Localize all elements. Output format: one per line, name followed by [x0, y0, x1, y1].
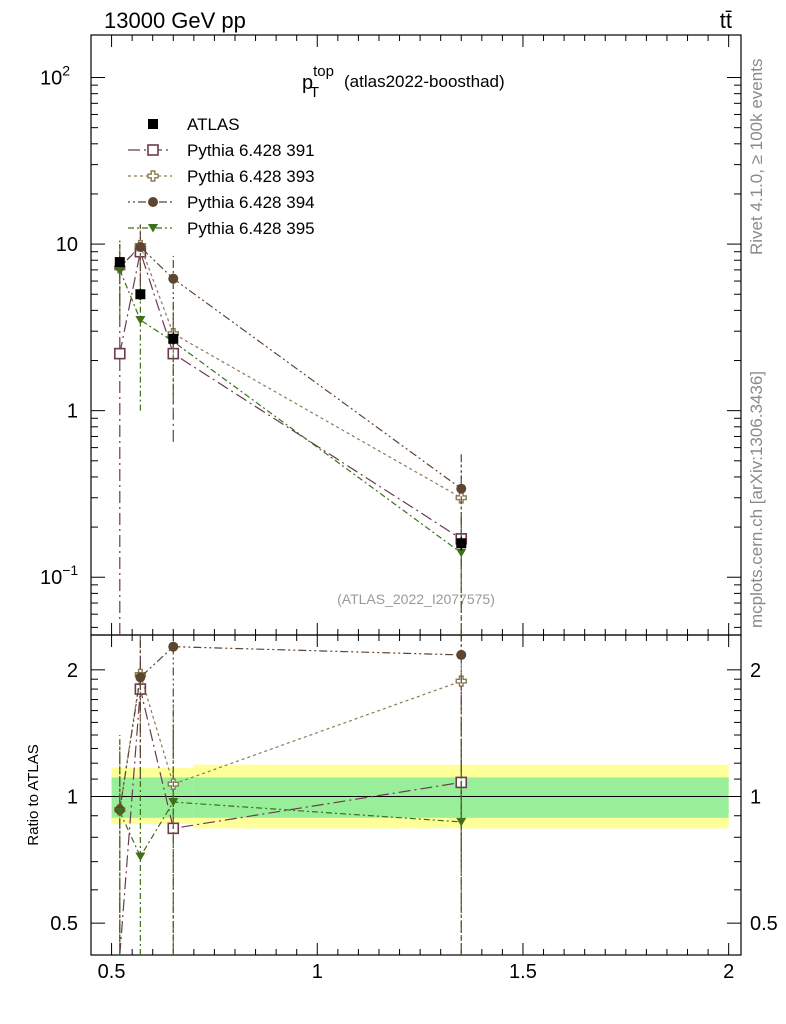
y-tick-label: 10 [56, 234, 78, 256]
marker-filled-triangle [456, 548, 467, 558]
ratio-axis-label: Ratio to ATLAS [25, 744, 42, 845]
marker-filled-triangle [135, 316, 146, 325]
marker-filled-triangle [114, 807, 125, 817]
marker-filled-square [456, 538, 467, 549]
x-tick-label: 1.5 [509, 961, 537, 983]
series-main [114, 225, 467, 578]
axis-ticks [91, 35, 741, 955]
series-line [119, 801, 462, 858]
axis-tick-labels: 0.5 1 1.5 2 10−1 1 10 102 0.5 0.5 1 1 2 2 [40, 63, 778, 983]
series-line [119, 244, 462, 499]
title-sub: T [310, 84, 319, 101]
title-suffix: (atlas2022-boosthad) [344, 72, 505, 91]
rivet-version-label: Rivet 4.1.0, ≥ 100k events [747, 59, 766, 255]
ratio-uncertainty-bands [91, 764, 741, 829]
plot-title: ptop T [302, 63, 334, 101]
marker-filled-circle [456, 649, 467, 660]
marker-filled-triangle [135, 852, 146, 862]
marker-open-cross [147, 170, 159, 182]
ratio-y-tick-label: 1 [67, 786, 78, 808]
mcplots-label: mcplots.cern.ch [arXiv:1306.3436] [747, 371, 766, 628]
legend-label: Pythia 6.428 393 [187, 167, 315, 186]
series-main [114, 222, 467, 594]
x-tick-label: 2 [723, 961, 734, 983]
legend-label: Pythia 6.428 395 [187, 219, 315, 238]
y-tick-label: 1 [67, 401, 78, 423]
atlas-data [114, 256, 467, 551]
ratio-y-tick-label-right: 2 [750, 660, 761, 682]
series-ratio [114, 722, 467, 955]
marker-filled-square [168, 333, 179, 344]
x-tick-label: 1 [312, 961, 323, 983]
marker-filled-square [135, 289, 146, 300]
series-main [114, 240, 467, 635]
marker-filled-circle [135, 672, 146, 683]
series-line [119, 688, 462, 956]
series-line [119, 246, 462, 490]
x-tick-label: 0.5 [98, 961, 126, 983]
series-line [119, 249, 462, 540]
title-main: p [302, 72, 313, 94]
marker-open-square [147, 144, 159, 156]
analysis-tag: (ATLAS_2022_I2077575) [337, 591, 495, 607]
y-tick-label-exp: 102 [40, 63, 70, 90]
series-line [119, 269, 462, 554]
marker-filled-triangle [114, 265, 125, 275]
legend-label: Pythia 6.428 391 [187, 141, 315, 160]
series-main [113, 227, 468, 635]
marker-filled-circle [148, 197, 158, 207]
ratio-plot-frame [90, 634, 742, 956]
ratio-y-tick-label: 2 [67, 660, 78, 682]
marker-filled-circle [168, 641, 179, 652]
title-sup: top [313, 63, 334, 80]
legend-label: Pythia 6.428 394 [187, 193, 315, 212]
main-plot [113, 222, 468, 635]
marker-filled-circle [168, 273, 179, 284]
ratio-y-tick-label-right: 1 [750, 786, 761, 808]
marker-filled-circle [135, 242, 146, 253]
process-label: tt̄ [720, 8, 732, 33]
marker-filled-triangle [168, 798, 179, 807]
energy-label: 13000 GeV pp [104, 8, 246, 33]
marker-open-square [113, 347, 126, 360]
marker-filled-square [148, 119, 158, 129]
legend: ATLAS Pythia 6.428 391 Pythia 6.428 393 Pyt… [128, 115, 315, 238]
marker-filled-circle [456, 483, 467, 494]
ratio-y-tick-label: 0.5 [50, 913, 78, 935]
ratio-y-tick-label-right: 0.5 [750, 913, 778, 935]
legend-label: ATLAS [187, 115, 240, 134]
y-tick-label-exp: 10−1 [40, 562, 78, 589]
marker-filled-triangle [148, 224, 158, 233]
marker-filled-triangle [456, 817, 467, 827]
marker-filled-square [114, 257, 125, 268]
ratio-plot [114, 635, 468, 956]
